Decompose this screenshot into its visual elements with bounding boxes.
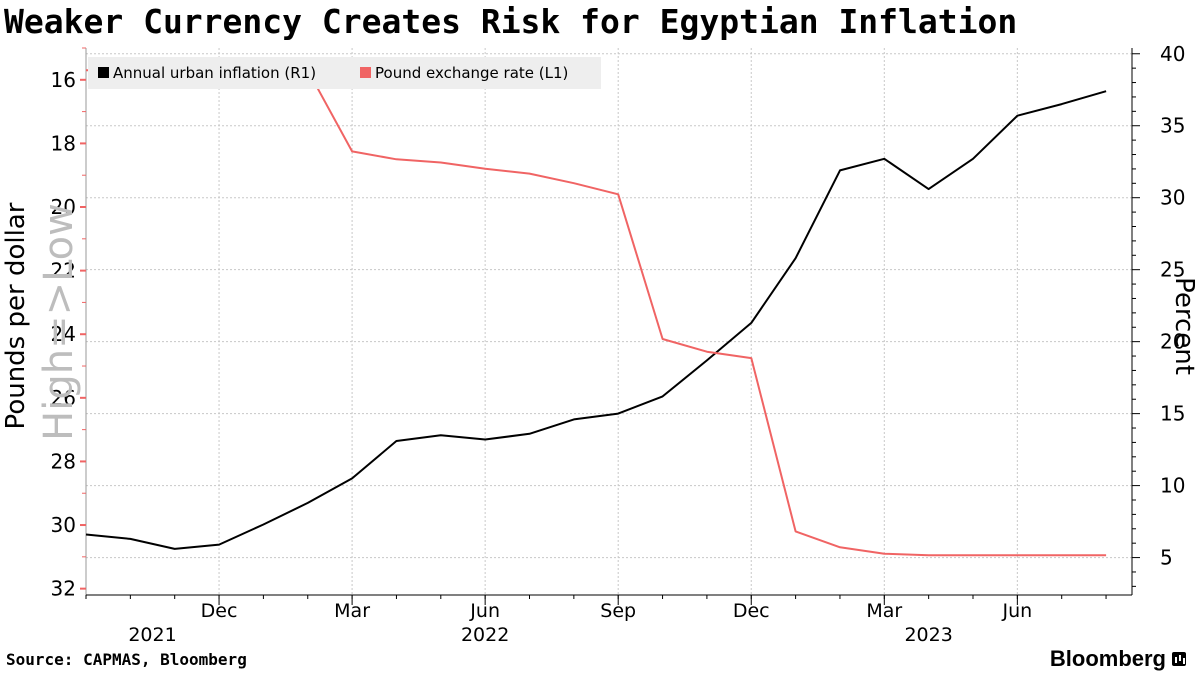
bloomberg-terminal-icon (1172, 652, 1186, 666)
x-tick-label: Dec (733, 600, 770, 622)
legend-background (88, 57, 601, 89)
left-tick-label: 22 (51, 259, 76, 283)
left-tick-label: 20 (51, 195, 76, 219)
x-tick-label: Jun (469, 600, 500, 622)
brand-name: Bloomberg (1049, 646, 1166, 671)
x-tick-label: Jun (1002, 600, 1033, 622)
year-label: 2023 (904, 624, 952, 646)
left-tick-label: 16 (51, 68, 76, 92)
left-tick-label: 26 (51, 386, 76, 410)
right-tick-label: 5 (1160, 546, 1173, 570)
right-tick-label: 30 (1160, 186, 1185, 210)
annual-urban-inflation-line (85, 90, 1107, 550)
right-tick-label: 40 (1160, 42, 1185, 66)
left-tick-label: 18 (51, 131, 76, 155)
right-tick-label: 10 (1160, 474, 1185, 498)
source-note: Source: CAPMAS, Bloomberg (6, 650, 247, 669)
brand-logo: Bloomberg (1050, 646, 1186, 672)
right-tick-label: 25 (1160, 258, 1185, 282)
year-label: 2022 (461, 624, 509, 646)
legend-label: Annual urban inflation (R1) (113, 64, 316, 82)
legend-swatch (360, 67, 371, 78)
x-tick-label: Mar (334, 600, 370, 622)
pound-exchange-rate-line (86, 69, 1107, 557)
direction-annotation: High=>Low (36, 203, 82, 441)
chart-title: Weaker Currency Creates Risk for Egyptia… (4, 2, 1018, 41)
x-tick-label: Sep (600, 600, 636, 622)
legend: Annual urban inflation (R1) Pound exchang… (88, 57, 601, 89)
left-tick-label: 32 (51, 577, 76, 601)
left-tick-label: 24 (51, 322, 76, 346)
year-label: 2021 (128, 624, 176, 646)
right-axis-label: Percent (1169, 277, 1199, 375)
right-tick-label: 35 (1160, 114, 1185, 138)
left-axis-label: Pounds per dollar (1, 202, 31, 429)
x-tick-label: Dec (201, 600, 238, 622)
right-tick-label: 15 (1160, 402, 1185, 426)
left-tick-label: 28 (51, 449, 76, 473)
x-tick-label: Mar (866, 600, 902, 622)
legend-swatch (98, 67, 109, 78)
legend-label: Pound exchange rate (L1) (375, 64, 568, 82)
left-tick-label: 30 (51, 513, 76, 537)
right-tick-label: 20 (1160, 330, 1185, 354)
